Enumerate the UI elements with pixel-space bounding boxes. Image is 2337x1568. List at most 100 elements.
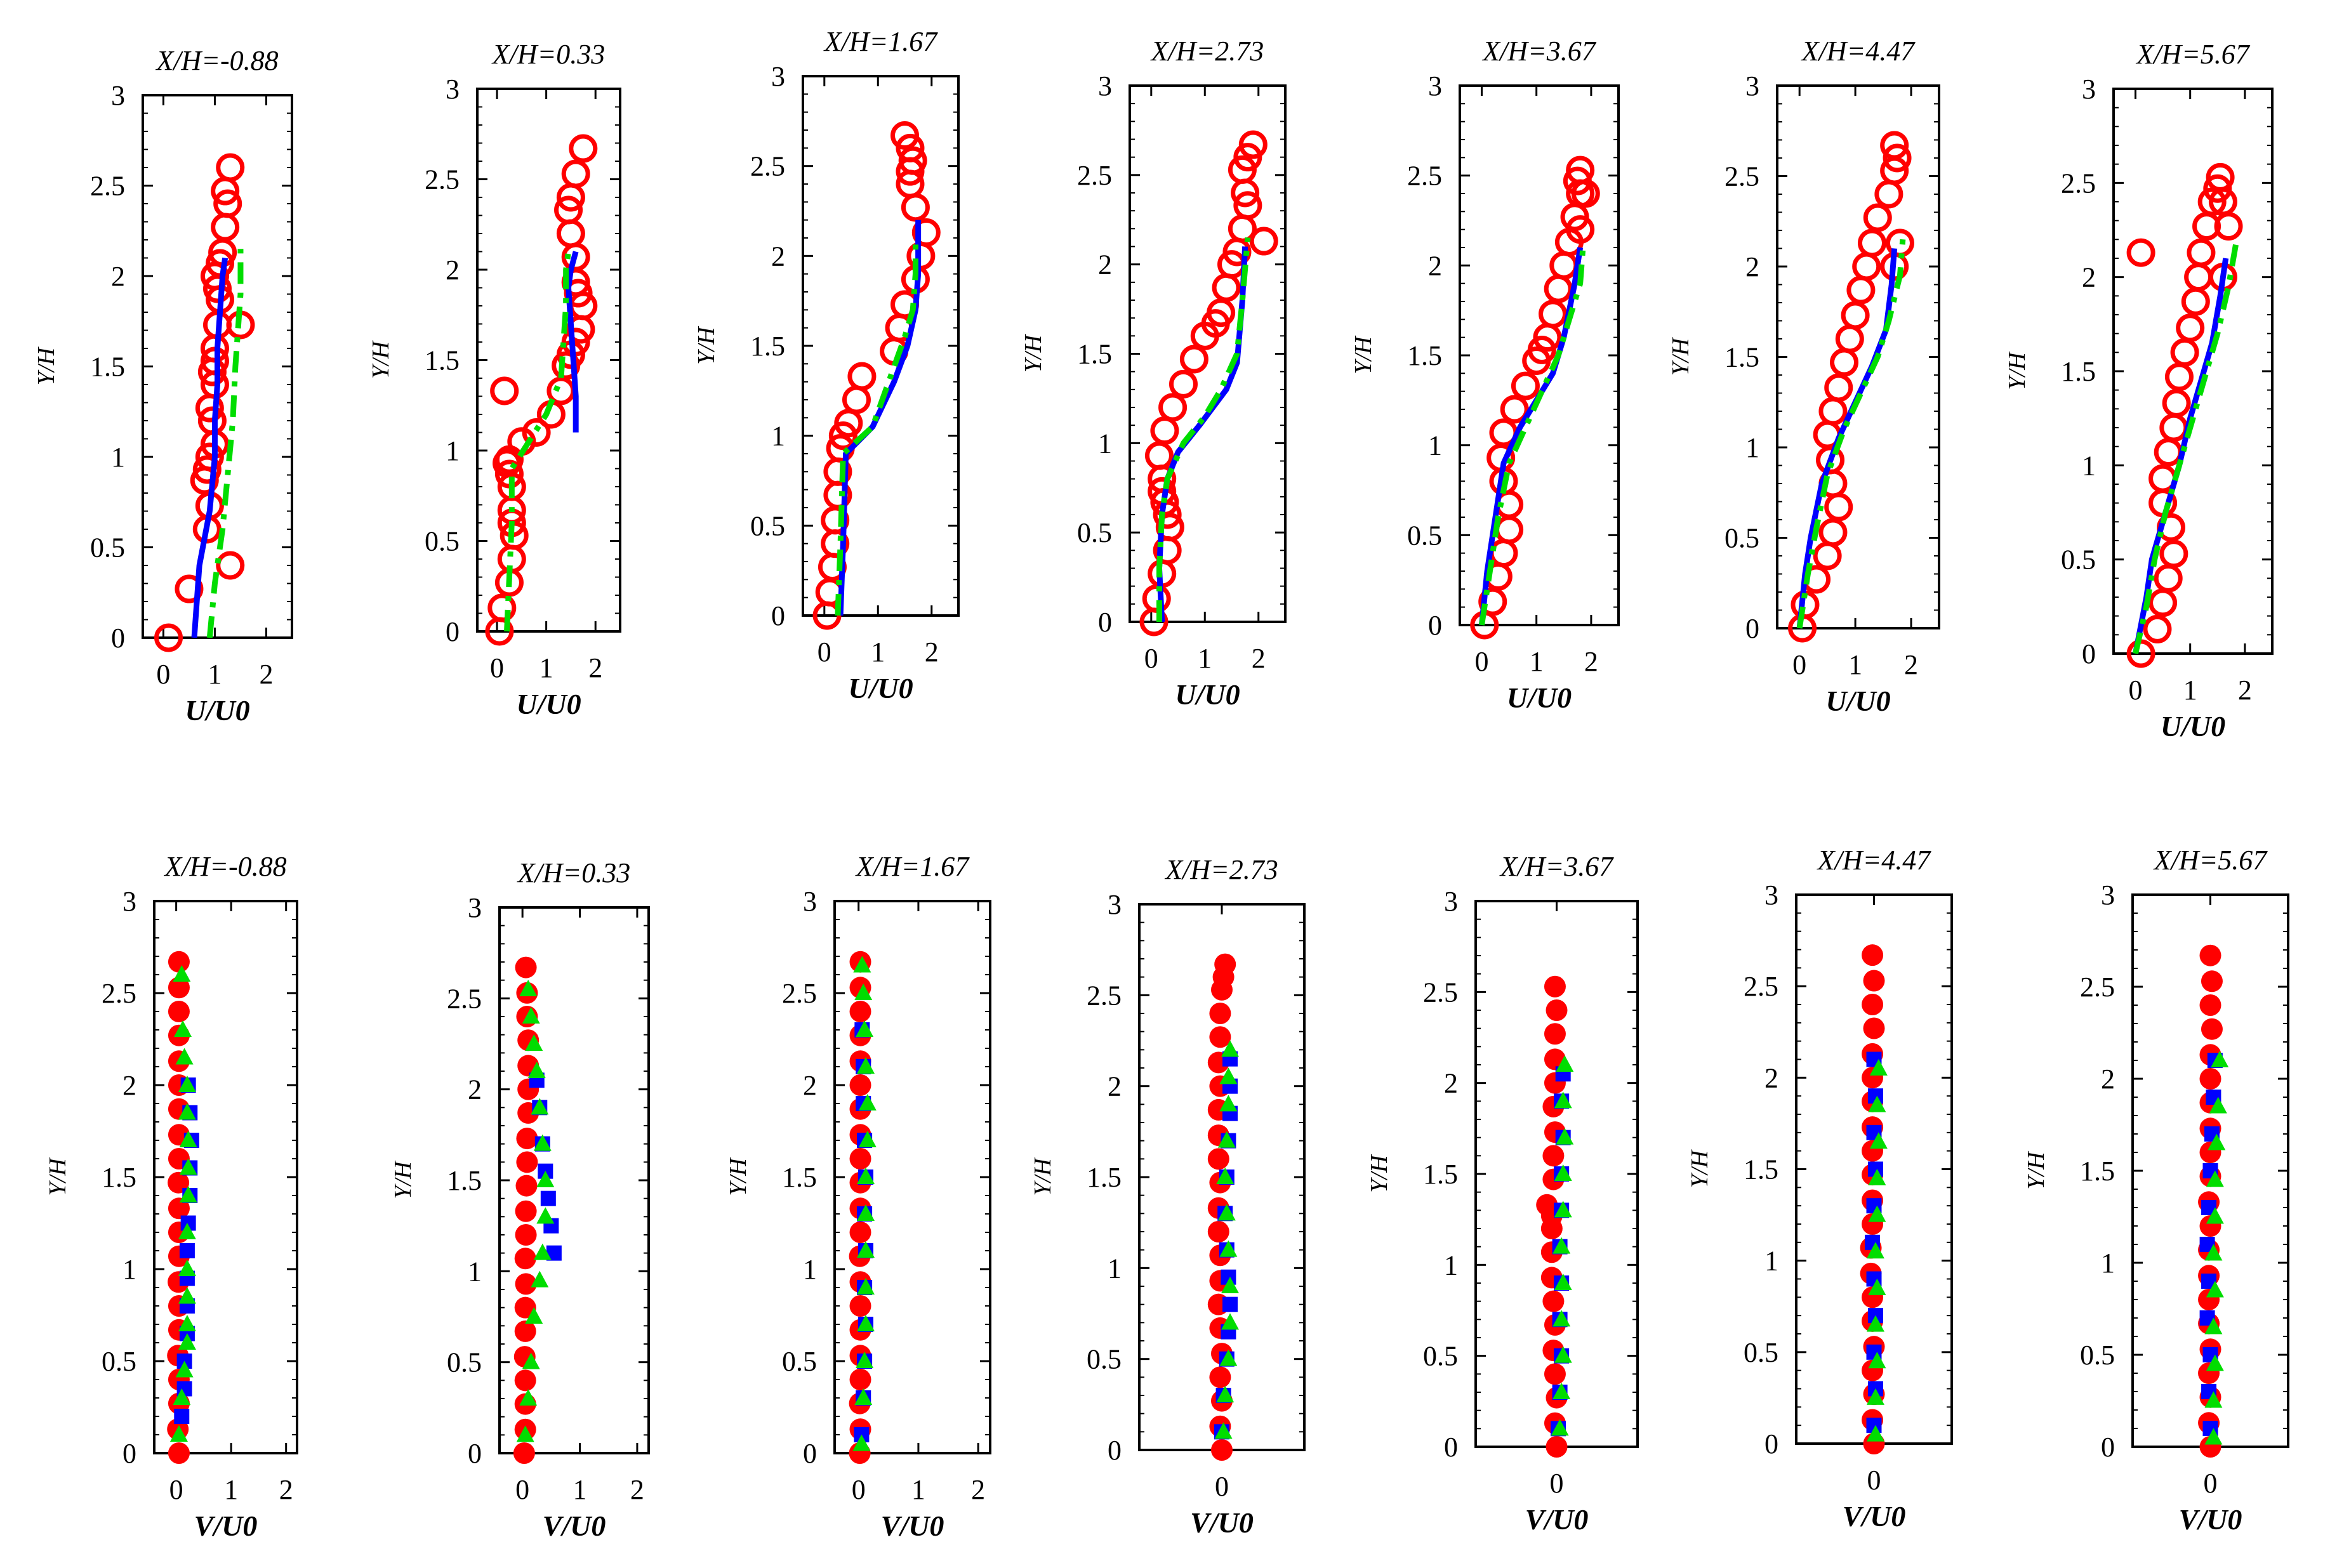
y-tick-label: 1.5 xyxy=(1744,1154,1778,1185)
y-tick-label: 0.5 xyxy=(90,532,125,563)
data-point-experiment xyxy=(168,977,190,999)
y-tick-label: 2.5 xyxy=(2061,168,2096,199)
x-axis-label: U/U0 xyxy=(848,672,913,704)
y-tick-label: 0 xyxy=(1764,1428,1778,1459)
y-tick-label: 3 xyxy=(1108,889,1122,920)
y-tick-label: 3 xyxy=(1444,886,1458,917)
y-tick-label: 3 xyxy=(2082,74,2096,105)
data-point-experiment xyxy=(569,134,598,163)
data-point-model_b xyxy=(1219,1095,1238,1112)
y-tick-label: 0.5 xyxy=(1744,1337,1778,1368)
y-tick-label: 0.5 xyxy=(1077,517,1112,548)
panel-title: X/H=1.67 xyxy=(855,851,970,882)
data-point-model_b xyxy=(533,1243,552,1260)
x-tick-label: 2 xyxy=(588,652,602,683)
data-point-experiment xyxy=(1862,994,1884,1015)
y-tick-label: 2 xyxy=(446,254,460,286)
data-point-experiment xyxy=(561,159,590,188)
panel-title: X/H=2.73 xyxy=(1164,854,1278,885)
y-tick-label: 3 xyxy=(1745,70,1759,102)
chart-panel-8: X/H=-0.88 0 0.5 1 1.5 2 2.5 3 0 1 2 V/U0 Y/H xyxy=(44,851,298,1542)
y-tick-label: 2.5 xyxy=(1407,161,1442,192)
chart-panel-10: X/H=1.67 0 0.5 1 1.5 2 2.5 3 0 1 2 V/U0 Y/H xyxy=(725,851,991,1542)
data-point-model_b xyxy=(519,980,538,996)
data-point-experiment xyxy=(1207,1148,1229,1170)
data-point-experiment xyxy=(2159,539,2188,569)
x-tick-label: 0 xyxy=(1144,643,1158,674)
y-tick-label: 1.5 xyxy=(750,331,785,362)
data-point-model_b xyxy=(1552,1310,1571,1327)
data-point-experiment xyxy=(849,1148,871,1169)
y-tick-label: 0.5 xyxy=(1407,520,1442,551)
panel-title: X/H=3.67 xyxy=(1481,36,1597,67)
data-point-model_b xyxy=(858,1131,877,1147)
data-point-experiment xyxy=(514,1320,536,1342)
y-tick-label: 2.5 xyxy=(2080,972,2115,1003)
data-point-model_b xyxy=(525,1034,543,1051)
y-tick-label: 0 xyxy=(1428,610,1442,641)
data-point-model_b xyxy=(1221,1040,1239,1057)
series-line-model_b xyxy=(835,238,918,616)
y-tick-label: 2 xyxy=(1764,1062,1778,1093)
x-tick-label: 0 xyxy=(490,652,504,683)
data-point-experiment xyxy=(1818,518,1848,547)
y-tick-label: 3 xyxy=(1764,880,1778,911)
chart-panel-14: X/H=5.67 0 0.5 1 1.5 2 2.5 3 0 V/U0 Y/H xyxy=(2023,845,2289,1536)
chart-panel-1: X/H=-0.88 0 0.5 1 1.5 2 2.5 3 0 1 2 U/U0 Y/H xyxy=(33,45,293,727)
data-point-experiment xyxy=(515,956,537,978)
y-tick-label: 2.5 xyxy=(447,983,482,1014)
data-point-model_b xyxy=(854,984,873,1000)
data-point-model_b xyxy=(1866,1388,1884,1405)
chart-panel-5: X/H=3.67 0 0.5 1 1.5 2 2.5 3 0 1 2 U/U0 Y/H xyxy=(1350,36,1620,714)
data-point-model_b xyxy=(1866,1242,1884,1259)
data-point-model_a xyxy=(1222,1296,1238,1312)
x-axis-label: V/U0 xyxy=(1843,1500,1906,1532)
data-point-experiment xyxy=(168,951,190,973)
data-point-model_b xyxy=(174,1020,192,1037)
y-tick-label: 0 xyxy=(771,600,785,631)
data-point-experiment xyxy=(1863,970,1885,992)
data-point-experiment xyxy=(1214,953,1236,975)
chart-panel-6: X/H=4.47 0 0.5 1 1.5 2 2.5 3 0 1 2 U/U0 Y/H xyxy=(1667,36,1940,717)
data-point-model_b xyxy=(2206,1354,2224,1371)
data-point-model_b xyxy=(1868,1278,1886,1295)
data-point-experiment xyxy=(1209,1366,1231,1388)
data-point-model_b xyxy=(1551,1419,1569,1436)
data-point-model_b xyxy=(854,1388,873,1405)
data-point-model_b xyxy=(1868,1168,1886,1185)
y-tick-label: 1.5 xyxy=(782,1162,817,1193)
panel-title: X/H=0.33 xyxy=(517,857,631,888)
y-tick-label: 1.5 xyxy=(1407,340,1442,371)
y-axis-label: Y/H xyxy=(1020,333,1047,372)
data-point-model_b xyxy=(1554,1164,1572,1181)
x-tick-label: 0 xyxy=(169,1474,183,1505)
data-point-model_b xyxy=(525,1307,543,1324)
panel-title: X/H=3.67 xyxy=(1499,851,1615,882)
y-tick-label: 1.5 xyxy=(102,1162,136,1193)
x-tick-label: 0 xyxy=(156,659,170,690)
data-point-model_b xyxy=(536,1171,555,1187)
y-axis-label: Y/H xyxy=(1667,336,1694,376)
y-tick-label: 1 xyxy=(1108,1253,1122,1284)
data-point-experiment xyxy=(1511,371,1540,400)
data-point-experiment xyxy=(1158,393,1188,422)
data-point-experiment xyxy=(2203,174,2232,203)
y-tick-label: 1 xyxy=(111,442,125,473)
data-point-model_b xyxy=(531,1270,549,1288)
chart-panel-4: X/H=2.73 0 0.5 1 1.5 2 2.5 3 0 1 2 U/U0 Y/H xyxy=(1020,36,1287,711)
data-point-experiment xyxy=(522,418,551,447)
x-axis-label: V/U0 xyxy=(881,1510,944,1542)
x-tick-label: 2 xyxy=(630,1474,644,1505)
data-point-model_b xyxy=(527,1062,546,1078)
data-point-experiment xyxy=(1863,1017,1885,1039)
data-point-model_b xyxy=(1221,1277,1239,1293)
x-tick-label: 0 xyxy=(1215,1471,1229,1502)
data-point-model_b xyxy=(2206,1207,2224,1224)
data-point-experiment xyxy=(1862,944,1884,966)
y-tick-label: 2.5 xyxy=(782,978,817,1009)
data-point-model_b xyxy=(516,1425,534,1442)
data-point-model_b xyxy=(1866,1425,1884,1442)
panel-title: X/H=4.47 xyxy=(1801,36,1916,67)
data-point-model_b xyxy=(173,965,191,982)
